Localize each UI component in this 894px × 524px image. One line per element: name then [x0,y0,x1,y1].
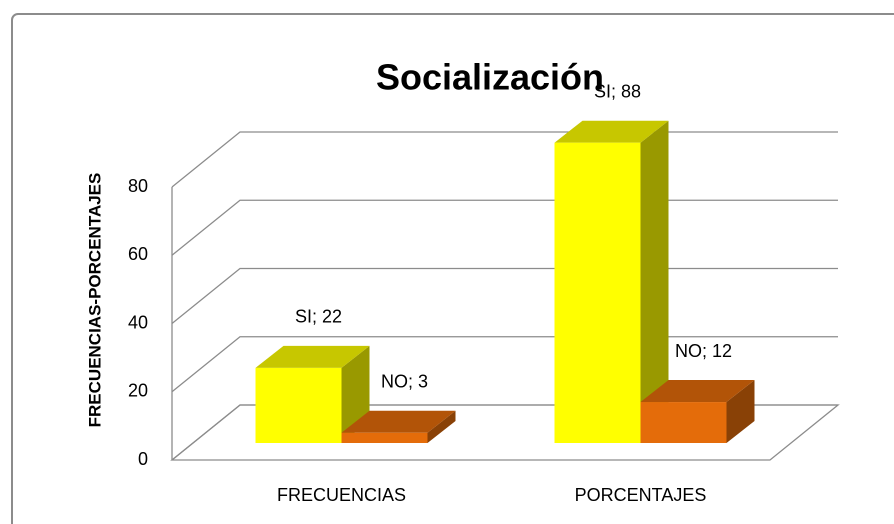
data-label: SI; 88 [594,81,641,101]
bar-side [427,410,456,443]
bar [255,367,342,443]
bar [554,142,641,443]
chart-title: Socialización [376,57,604,98]
y-axis-label: FRECUENCIAS-PORCENTAJES [85,173,104,428]
y-tick-label: 0 [138,449,148,469]
y-tick-label: 60 [128,244,148,264]
y-tick-label: 80 [128,176,148,196]
x-tick-label: FRECUENCIAS [277,485,406,505]
x-tick-label: PORCENTAJES [575,485,707,505]
bar-top [554,120,669,143]
bar-top [255,345,370,368]
y-tick-label: 20 [128,381,148,401]
bar-top [341,410,456,433]
bar-side [640,120,669,443]
bar-top [640,380,755,403]
data-label: NO; 12 [675,341,732,361]
y-tick-label: 40 [128,312,148,332]
bar-side [726,380,755,443]
bar [640,402,727,443]
data-label: SI; 22 [295,307,342,327]
data-label: NO; 3 [381,372,428,392]
bar [341,432,428,443]
